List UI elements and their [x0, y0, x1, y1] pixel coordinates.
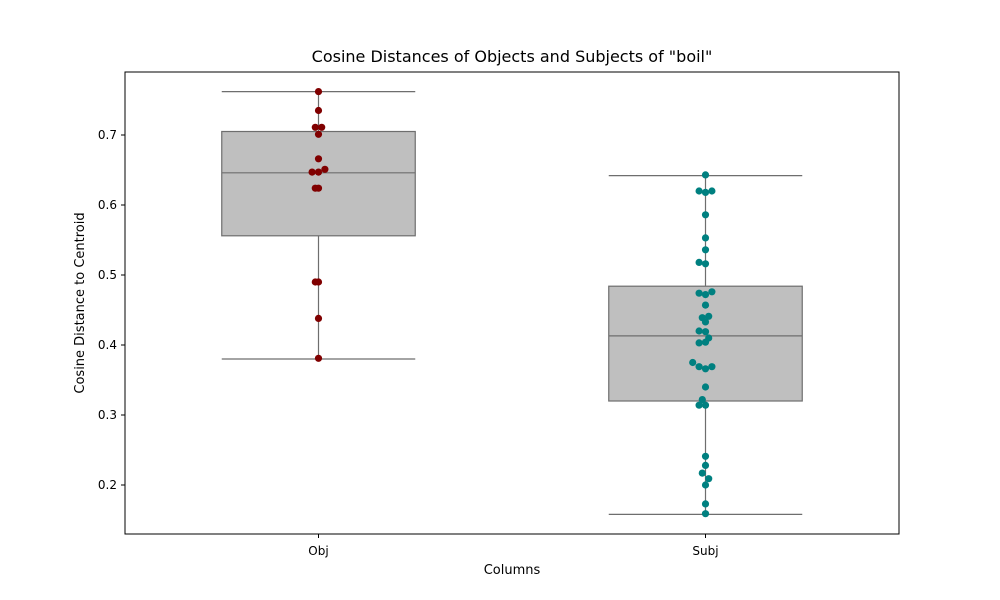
- box-obj: [221, 130, 416, 237]
- data-point-subj: [701, 291, 710, 299]
- data-point-subj: [708, 363, 716, 371]
- data-point-subj: [701, 246, 710, 254]
- data-point-subj: [701, 171, 710, 179]
- data-point-subj: [698, 469, 706, 477]
- data-point-subj: [695, 327, 703, 335]
- y-tick-label: 0.7: [98, 128, 117, 142]
- x-tick-label: Subj: [692, 544, 718, 558]
- data-point-subj: [701, 338, 710, 346]
- data-point-obj: [311, 123, 319, 131]
- data-point-subj: [701, 452, 710, 460]
- data-point-obj: [314, 314, 323, 322]
- data-point-subj: [705, 475, 713, 483]
- data-point-obj: [318, 123, 326, 131]
- data-point-subj: [698, 396, 706, 404]
- y-axis-label: Cosine Distance to Centroid: [73, 212, 88, 393]
- y-tick-label: 0.5: [98, 268, 117, 282]
- data-point-subj: [695, 187, 703, 195]
- data-point-subj: [701, 383, 710, 391]
- data-point-subj: [701, 301, 710, 309]
- data-point-subj: [701, 211, 710, 219]
- y-tick-label: 0.3: [98, 408, 117, 422]
- y-tick-label: 0.2: [98, 478, 117, 492]
- data-point-obj: [314, 168, 323, 176]
- data-point-obj: [314, 354, 323, 362]
- data-point-subj: [708, 187, 716, 195]
- data-point-subj: [695, 289, 703, 297]
- data-point-subj: [689, 358, 697, 367]
- data-point-subj: [695, 258, 703, 266]
- data-point-obj: [321, 165, 329, 173]
- data-point-subj: [701, 365, 710, 373]
- data-point-subj: [701, 510, 710, 518]
- data-point-obj: [314, 130, 323, 138]
- data-point-obj: [314, 88, 323, 96]
- data-point-subj: [705, 312, 713, 320]
- data-point-obj: [314, 184, 323, 192]
- data-point-subj: [701, 401, 710, 409]
- data-point-subj: [701, 260, 710, 268]
- data-point-subj: [701, 318, 710, 326]
- data-point-subj: [701, 500, 710, 508]
- data-point-subj: [701, 234, 710, 242]
- data-point-subj: [701, 481, 710, 489]
- data-point-obj: [314, 155, 323, 163]
- x-tick-label: Obj: [308, 544, 328, 558]
- data-point-obj: [308, 168, 316, 176]
- data-point-obj: [314, 278, 323, 286]
- y-tick-label: 0.4: [98, 338, 117, 352]
- data-point-subj: [695, 363, 703, 371]
- chart-title: Cosine Distances of Objects and Subjects…: [312, 47, 713, 66]
- data-point-subj: [708, 288, 716, 296]
- data-point-subj: [701, 328, 710, 336]
- plot-frame: [124, 71, 900, 535]
- data-point-subj: [695, 339, 703, 347]
- y-tick-label: 0.6: [98, 198, 117, 212]
- x-axis-label: Columns: [484, 563, 541, 578]
- data-point-subj: [701, 188, 710, 196]
- data-point-subj: [701, 461, 710, 469]
- data-point-subj: [695, 401, 703, 409]
- data-point-obj: [314, 106, 323, 115]
